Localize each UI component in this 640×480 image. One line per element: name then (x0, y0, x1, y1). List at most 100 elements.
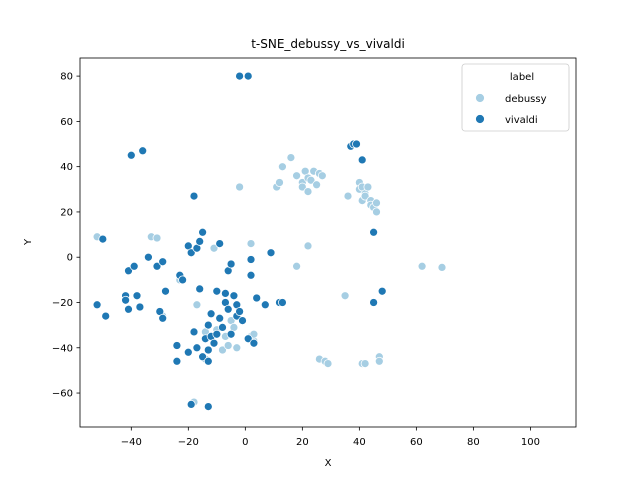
data-point-vivaldi (215, 313, 225, 323)
legend-label-debussy: debussy (505, 94, 547, 105)
data-point-debussy (249, 329, 259, 339)
data-point-vivaldi (198, 352, 207, 362)
data-point-vivaldi (152, 261, 162, 271)
y-axis-label: Y (23, 238, 34, 246)
data-point-vivaldi (183, 347, 193, 357)
data-point-vivaldi (186, 248, 196, 258)
data-point-vivaldi (189, 327, 199, 337)
y-tick-label: 0 (67, 253, 73, 264)
data-point-debussy (232, 343, 242, 353)
data-point-vivaldi (212, 286, 222, 296)
data-point-debussy (437, 263, 447, 272)
data-point-vivaldi (178, 275, 187, 285)
data-point-vivaldi (98, 234, 108, 244)
data-point-vivaldi (243, 334, 253, 344)
data-point-vivaldi (132, 291, 142, 301)
x-axis-label: X (325, 458, 332, 469)
x-tick-label: 80 (467, 437, 480, 448)
y-tick-label: 80 (60, 72, 73, 83)
data-point-vivaldi (369, 298, 378, 307)
data-point-debussy (246, 239, 256, 248)
data-point-debussy (278, 162, 287, 172)
data-point-vivaldi (101, 311, 111, 321)
data-point-vivaldi (124, 266, 133, 276)
data-point-debussy (209, 243, 219, 253)
points-layer (92, 71, 447, 411)
data-point-debussy (192, 300, 202, 310)
data-point-debussy (306, 175, 316, 185)
data-point-debussy (235, 182, 244, 192)
x-tick-label: 20 (296, 437, 309, 448)
data-point-vivaldi (186, 400, 196, 409)
data-point-vivaldi (209, 338, 219, 348)
data-point-debussy (372, 198, 381, 208)
data-point-debussy (417, 261, 427, 271)
x-tick-label: 60 (410, 437, 423, 448)
data-point-debussy (360, 359, 370, 368)
data-point-vivaldi (218, 323, 227, 332)
x-tick-label: −40 (121, 437, 142, 448)
data-point-debussy (292, 171, 301, 181)
data-point-vivaldi (238, 316, 247, 325)
data-point-vivaldi (198, 227, 207, 237)
x-tick-label: 100 (521, 437, 540, 448)
y-tick-label: 40 (60, 162, 73, 173)
y-tick-label: 60 (60, 117, 73, 128)
y-tick-label: −40 (52, 343, 73, 354)
data-point-vivaldi (243, 71, 253, 81)
data-point-vivaldi (203, 402, 213, 411)
data-point-vivaldi (235, 307, 244, 316)
data-point-vivaldi (235, 71, 244, 81)
x-tick-label: 0 (242, 437, 248, 448)
data-point-vivaldi (249, 338, 259, 348)
y-tick-label: −20 (52, 298, 73, 309)
y-tick-label: −60 (52, 389, 73, 400)
data-point-vivaldi (223, 304, 233, 314)
data-point-debussy (323, 359, 333, 368)
data-point-vivaldi (203, 356, 213, 366)
data-point-vivaldi (203, 345, 213, 355)
x-axis-ticks: −40 −20 0 20 40 60 80 100 (121, 427, 540, 448)
data-point-vivaldi (266, 248, 276, 258)
data-point-vivaldi (158, 257, 168, 267)
data-point-debussy (292, 261, 301, 271)
data-point-vivaldi (161, 286, 170, 296)
chart-title: t-SNE_debussy_vs_vivaldi (251, 37, 405, 51)
data-point-vivaldi (226, 259, 236, 269)
data-point-vivaldi (189, 191, 199, 201)
data-point-vivaldi (158, 313, 168, 323)
data-point-vivaldi (172, 356, 182, 366)
data-point-vivaldi (260, 300, 270, 310)
data-point-debussy (374, 356, 384, 366)
data-point-vivaldi (357, 155, 367, 165)
data-point-vivaldi (278, 298, 287, 307)
data-point-vivaldi (144, 252, 153, 262)
legend-marker-vivaldi (475, 114, 485, 124)
data-point-vivaldi (246, 255, 256, 264)
data-point-vivaldi (352, 139, 361, 149)
data-point-vivaldi (252, 293, 262, 303)
data-point-vivaldi (124, 304, 133, 314)
data-point-debussy (363, 182, 373, 192)
x-tick-label: 40 (353, 437, 366, 448)
data-point-debussy (275, 178, 284, 187)
data-point-debussy (297, 182, 307, 192)
data-point-vivaldi (129, 261, 139, 271)
data-point-debussy (223, 341, 233, 350)
legend: label debussy vivaldi (461, 63, 570, 132)
data-point-vivaldi (121, 295, 130, 305)
data-point-debussy (218, 345, 227, 355)
data-point-debussy (303, 187, 313, 196)
data-point-vivaldi (138, 146, 148, 156)
data-point-debussy (372, 207, 381, 217)
legend-marker-debussy (475, 93, 485, 103)
series-vivaldi (92, 71, 387, 411)
y-tick-label: 20 (60, 207, 73, 218)
data-point-vivaldi (195, 237, 205, 246)
data-point-vivaldi (192, 343, 202, 353)
data-point-vivaldi (195, 284, 205, 294)
data-point-debussy (360, 191, 370, 201)
data-point-vivaldi (221, 289, 230, 298)
data-point-debussy (343, 191, 353, 201)
data-point-vivaldi (206, 309, 216, 319)
